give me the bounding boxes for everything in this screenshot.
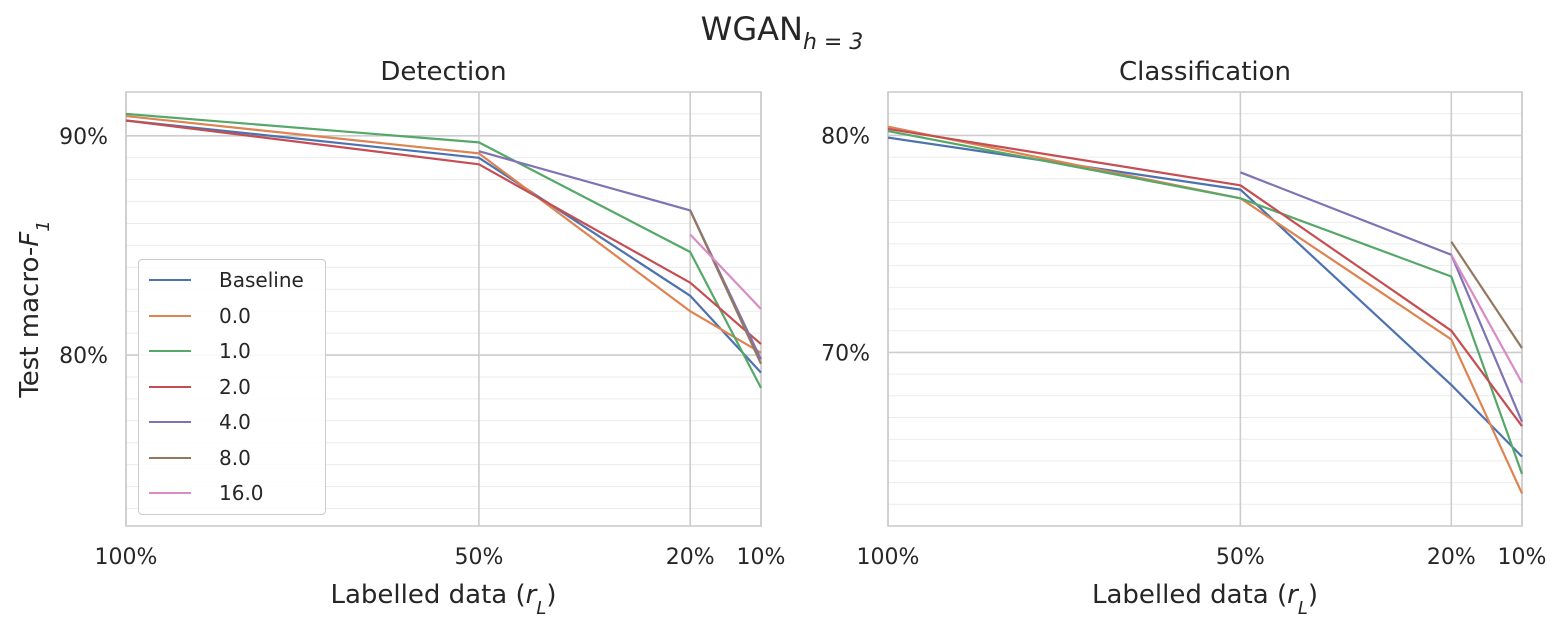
series-line-0-0 bbox=[125, 115, 762, 354]
panel-title: Detection bbox=[380, 57, 506, 87]
legend-swatch bbox=[149, 421, 191, 423]
x-axis-label: Labelled data (rL) bbox=[1092, 580, 1318, 619]
legend-label: 8.0 bbox=[219, 445, 251, 470]
series-line-baseline bbox=[125, 119, 762, 374]
legend-swatch bbox=[149, 492, 191, 494]
series-line-1-0 bbox=[887, 130, 1524, 475]
legend-label: 16.0 bbox=[219, 481, 264, 505]
series-line-16-0 bbox=[689, 233, 762, 310]
legend-item: 1.0 bbox=[149, 339, 251, 363]
x-tick-label: 50% bbox=[1216, 545, 1265, 570]
plot-frame bbox=[887, 91, 1523, 527]
y-tick-label: 70% bbox=[821, 341, 870, 366]
y-tick-label: 80% bbox=[821, 124, 870, 149]
y-axis-label: Test macro-F1 bbox=[15, 220, 54, 398]
legend-swatch bbox=[149, 350, 191, 352]
x-tick-label: 50% bbox=[454, 545, 503, 570]
series-line-2-0 bbox=[125, 119, 762, 345]
legend-item: 4.0 bbox=[149, 410, 251, 434]
series-line-2-0 bbox=[887, 127, 1523, 427]
legend-item: 16.0 bbox=[149, 481, 264, 505]
series-line-1-0 bbox=[125, 112, 762, 389]
x-axis-label: Labelled data (rL) bbox=[331, 580, 557, 619]
legend-label: Baseline bbox=[219, 268, 304, 292]
x-tick-label: 100% bbox=[95, 545, 158, 570]
legend: Baseline 0.0 1.0 2.0 4.0 8.0 16.0 bbox=[138, 259, 326, 515]
legend-item: 0.0 bbox=[149, 303, 251, 328]
series-line-8-0 bbox=[689, 209, 762, 365]
x-tick-label: 20% bbox=[1427, 545, 1476, 570]
figure-title: WGANh = 3 bbox=[0, 10, 1564, 55]
series-line-16-0 bbox=[1450, 254, 1523, 384]
legend-label: 1.0 bbox=[219, 339, 251, 363]
panel-title: Classification bbox=[1119, 57, 1291, 87]
y-tick-label: 80% bbox=[59, 344, 108, 369]
series-line-0-0 bbox=[887, 125, 1523, 494]
legend-item: 2.0 bbox=[149, 374, 251, 399]
x-tick-label: 20% bbox=[666, 545, 715, 570]
legend-item: 8.0 bbox=[149, 445, 251, 470]
series-line-8-0 bbox=[1450, 241, 1523, 349]
figure-title-subscript: h = 3 bbox=[802, 30, 864, 55]
panel-classification: Classification 100% 50% 20% 10% 70% 80% bbox=[821, 57, 1546, 570]
series-line-baseline bbox=[887, 136, 1523, 458]
series-line-4-0 bbox=[1239, 171, 1524, 423]
legend-label: 2.0 bbox=[219, 374, 251, 399]
legend-label: 4.0 bbox=[219, 410, 251, 434]
legend-swatch bbox=[149, 456, 191, 459]
legend-swatch bbox=[149, 385, 191, 388]
x-tick-label: 10% bbox=[1498, 545, 1547, 570]
legend-swatch bbox=[149, 314, 191, 317]
y-tick-label: 90% bbox=[59, 125, 108, 150]
figure-title-main: WGAN bbox=[700, 10, 803, 48]
x-tick-label: 100% bbox=[857, 545, 920, 570]
x-tick-label: 10% bbox=[737, 545, 786, 570]
legend-item: Baseline bbox=[149, 268, 304, 292]
legend-label: 0.0 bbox=[219, 303, 251, 328]
legend-swatch bbox=[149, 279, 191, 281]
